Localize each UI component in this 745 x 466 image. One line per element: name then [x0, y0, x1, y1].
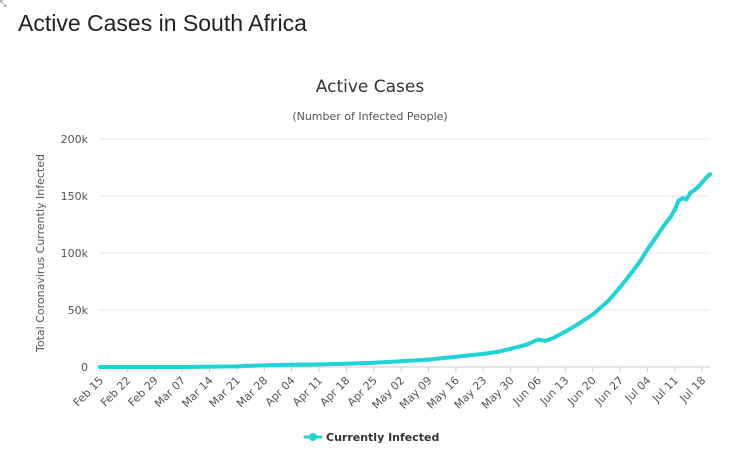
- x-tick-label: Jul 11: [649, 374, 681, 406]
- y-axis-title: Total Coronavirus Currently Infected: [34, 154, 47, 353]
- data-point[interactable]: [575, 322, 580, 327]
- data-point[interactable]: [606, 298, 611, 303]
- data-point[interactable]: [563, 329, 568, 334]
- x-tick-label: Apr 18: [317, 374, 352, 409]
- data-point[interactable]: [481, 351, 486, 356]
- x-tick-label: Apr 04: [263, 374, 298, 409]
- data-point[interactable]: [535, 337, 540, 342]
- y-axis: 0 50k 100k 150k 200k: [61, 133, 89, 374]
- data-point[interactable]: [98, 365, 102, 369]
- data-point[interactable]: [680, 196, 685, 201]
- data-point[interactable]: [668, 214, 673, 219]
- x-tick-label: Jun 20: [564, 374, 598, 408]
- x-tick-label: Jun 06: [510, 374, 544, 408]
- data-point[interactable]: [262, 363, 267, 368]
- y-tick-label: 200k: [61, 133, 89, 146]
- data-point[interactable]: [508, 346, 513, 351]
- legend[interactable]: Currently Infected: [303, 431, 439, 444]
- y-tick-label: 100k: [61, 247, 89, 260]
- legend-label: Currently Infected: [326, 431, 439, 444]
- corner-mark: ⤡: [0, 0, 7, 8]
- grid-layer: [100, 138, 710, 368]
- data-point[interactable]: [317, 362, 321, 367]
- data-point[interactable]: [684, 197, 689, 202]
- series-layer: [98, 172, 712, 369]
- x-tick-label: Apr 11: [290, 374, 325, 409]
- data-point[interactable]: [551, 335, 556, 340]
- page-title: Active Cases in South Africa: [18, 10, 307, 36]
- data-point[interactable]: [661, 224, 666, 229]
- y-tick-label: 150k: [61, 190, 89, 203]
- data-point[interactable]: [524, 342, 529, 347]
- data-point[interactable]: [629, 270, 634, 275]
- series-line[interactable]: [98, 172, 712, 369]
- data-point[interactable]: [708, 172, 712, 177]
- data-point[interactable]: [688, 190, 693, 195]
- data-point[interactable]: [590, 312, 595, 317]
- data-point[interactable]: [180, 365, 185, 369]
- data-point[interactable]: [692, 188, 697, 193]
- data-point[interactable]: [543, 338, 548, 343]
- data-point[interactable]: [676, 198, 681, 203]
- data-point[interactable]: [453, 354, 458, 359]
- legend-symbol-marker: [309, 433, 317, 441]
- y-tick-label: 50k: [68, 304, 89, 317]
- data-point[interactable]: [618, 285, 623, 290]
- data-point[interactable]: [653, 236, 658, 241]
- data-point[interactable]: [645, 247, 650, 252]
- data-point[interactable]: [696, 184, 701, 189]
- x-tick-label: Jun 13: [537, 374, 571, 408]
- data-point[interactable]: [234, 364, 239, 369]
- data-point[interactable]: [289, 362, 294, 367]
- x-tick-label: Jul 04: [622, 374, 654, 406]
- data-point[interactable]: [399, 359, 404, 364]
- data-point[interactable]: [426, 357, 431, 362]
- y-tick-label: 0: [81, 361, 88, 374]
- data-point[interactable]: [496, 349, 501, 354]
- x-tick-label: Jun 27: [592, 374, 626, 408]
- x-tick-label: Jul 18: [677, 374, 709, 406]
- data-point[interactable]: [672, 207, 677, 212]
- data-point[interactable]: [704, 175, 709, 180]
- chart-title: Active Cases: [316, 77, 425, 97]
- data-point[interactable]: [344, 361, 349, 366]
- data-point[interactable]: [371, 360, 376, 365]
- data-point[interactable]: [637, 260, 642, 265]
- data-point[interactable]: [700, 180, 705, 185]
- x-tick-label: Mar 28: [234, 374, 270, 410]
- chart-subtitle: (Number of Infected People): [292, 110, 447, 123]
